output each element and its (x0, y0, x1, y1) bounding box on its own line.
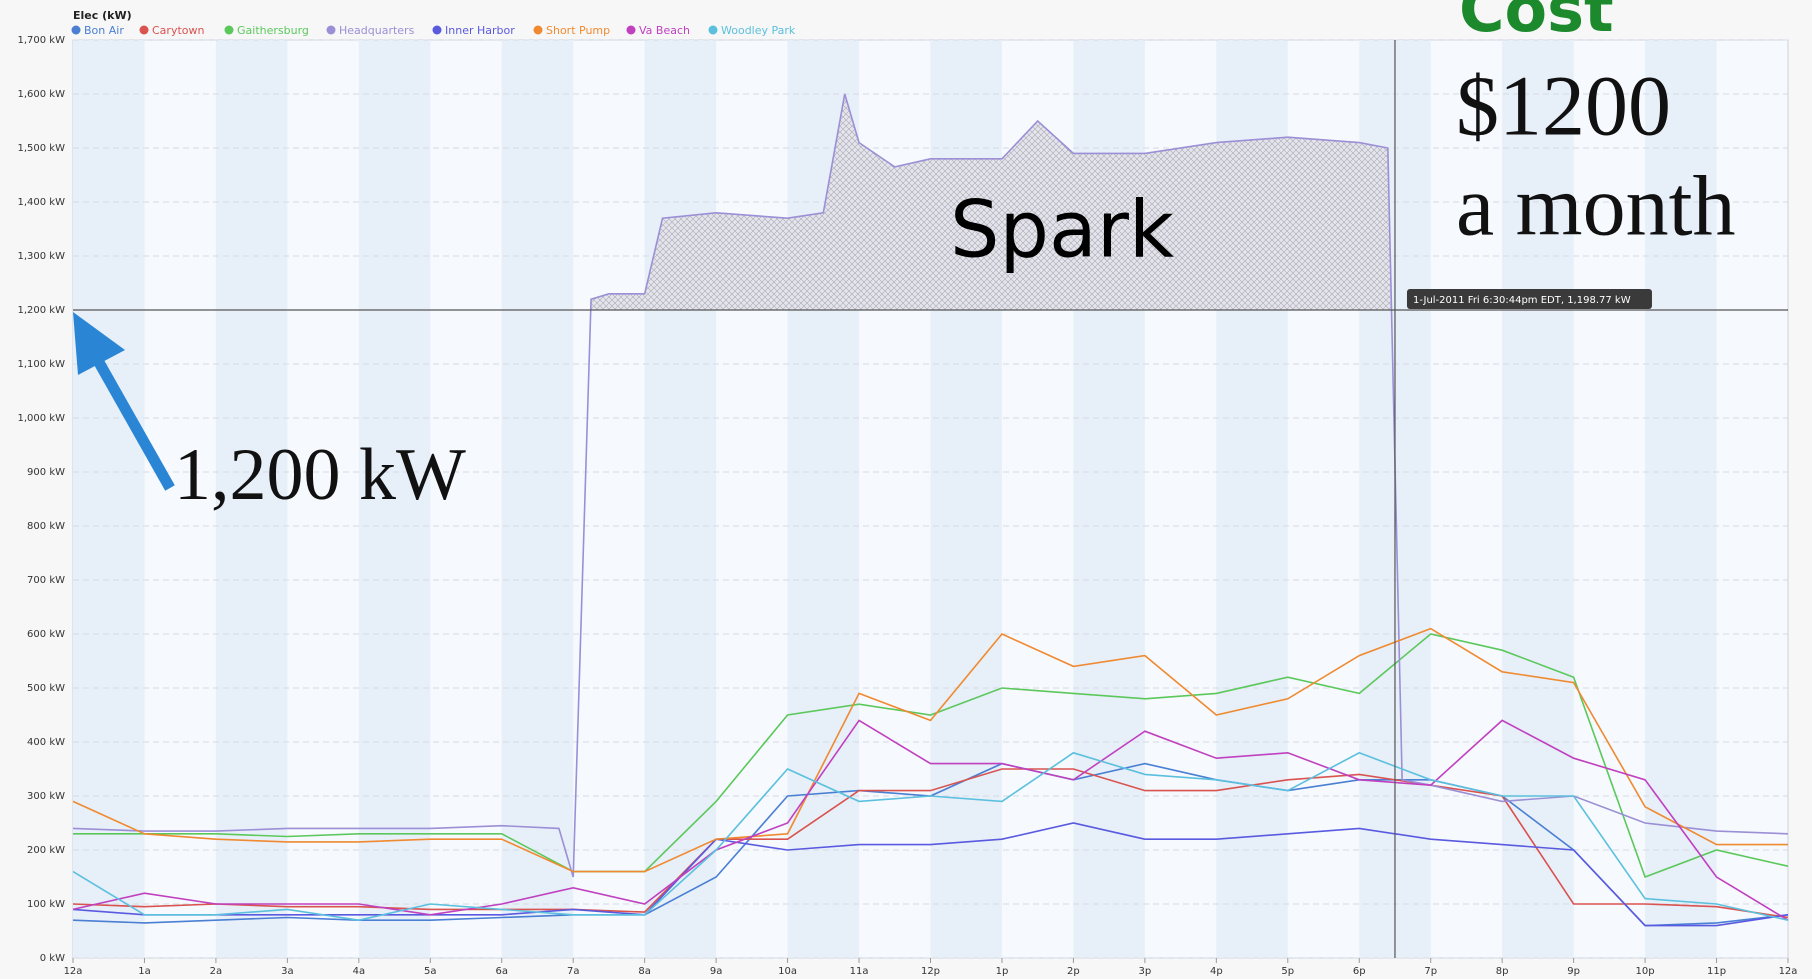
legend-label: Inner Harbor (445, 24, 515, 37)
y-tick-label: 300 kW (27, 791, 65, 802)
x-tick-label: 10p (1636, 966, 1655, 977)
legend-label: Headquarters (339, 24, 415, 37)
y-tick-label: 1,500 kW (18, 143, 66, 154)
peak-label: 1,200 kW (174, 434, 466, 516)
x-tick-label: 1a (138, 966, 151, 977)
time-band (73, 40, 145, 958)
x-tick-label: 2a (210, 966, 223, 977)
cost-label: Cost (1459, 0, 1614, 46)
period-label: a month (1456, 158, 1735, 254)
y-tick-label: 500 kW (27, 683, 65, 694)
x-tick-label: 9a (710, 966, 723, 977)
y-tick-label: 1,600 kW (18, 89, 66, 100)
x-tick-label: 4p (1210, 966, 1223, 977)
time-band (1645, 40, 1717, 958)
amount-label: $1200 (1456, 58, 1671, 154)
legend-label: Bon Air (84, 24, 124, 37)
arrow-head (73, 312, 125, 375)
series-line (73, 633, 1789, 879)
series-line (72, 822, 1789, 927)
tooltip-bg (1406, 289, 1652, 309)
x-tick-label: 5p (1281, 966, 1294, 977)
x-tick-label: 4a (353, 966, 366, 977)
y-tick-label: 0 kW (40, 953, 65, 964)
y-tick-label: 1,400 kW (18, 197, 66, 208)
legend-marker (626, 25, 636, 35)
x-tick-label: 2p (1067, 966, 1080, 977)
x-tick-label: 6a (496, 966, 509, 977)
x-tick-label: 11a (850, 966, 869, 977)
x-tick-label: 10a (778, 966, 797, 977)
series-line (72, 627, 1788, 873)
y-tick-label: 1,000 kW (18, 413, 66, 424)
x-tick-label: 7p (1424, 966, 1437, 977)
legend-title: Elec (kW) (73, 9, 132, 22)
series-line (72, 93, 1789, 878)
legend-marker (432, 25, 442, 35)
y-tick-label: 1,200 kW (18, 305, 66, 316)
x-tick-label: 12a (64, 966, 83, 977)
x-tick-label: 12p (921, 966, 940, 977)
series-line (72, 751, 1789, 922)
y-tick-label: 1,100 kW (18, 359, 66, 370)
legend-marker (224, 25, 234, 35)
legend-label: Carytown (152, 24, 204, 37)
legend-label: Woodley Park (721, 24, 796, 37)
legend-label: Short Pump (546, 24, 610, 37)
spark-label: Spark (950, 185, 1174, 275)
y-tick-label: 400 kW (27, 737, 65, 748)
x-tick-label: 6p (1353, 966, 1366, 977)
y-tick-label: 700 kW (27, 575, 65, 586)
x-tick-label: 7a (567, 966, 580, 977)
y-tick-label: 1,700 kW (18, 35, 66, 46)
x-tick-label: 3a (281, 966, 294, 977)
series-line (72, 719, 1789, 921)
legend-marker (326, 25, 336, 35)
legend-marker (71, 25, 81, 35)
x-tick-label: 8p (1496, 966, 1509, 977)
time-band (644, 40, 717, 958)
x-tick-label: 5a (424, 966, 437, 977)
x-tick-label: 1p (996, 966, 1009, 977)
tooltip: 1-Jul-2011 Fri 6:30:44pm EDT, 1,198.77 k… (1413, 295, 1631, 306)
time-band (358, 40, 431, 958)
x-tick-label: 11p (1707, 966, 1726, 977)
x-tick-label: 12a (1779, 966, 1798, 977)
y-tick-label: 900 kW (27, 467, 65, 478)
area (73, 94, 1788, 310)
arrow-shaft (87, 347, 175, 491)
legend-marker (533, 25, 543, 35)
y-tick-label: 800 kW (27, 521, 65, 532)
legend-label: Va Beach (639, 24, 690, 37)
time-band (215, 40, 288, 958)
y-tick-label: 600 kW (27, 629, 65, 640)
legend-marker (708, 25, 718, 35)
x-tick-label: 3p (1139, 966, 1152, 977)
y-tick-label: 100 kW (27, 899, 65, 910)
y-tick-label: 200 kW (27, 845, 65, 856)
legend-label: Gaithersburg (237, 24, 309, 37)
x-tick-label: 8a (638, 966, 651, 977)
legend-marker (139, 25, 149, 35)
time-band (501, 40, 574, 958)
x-tick-label: 9p (1567, 966, 1580, 977)
y-tick-label: 1,300 kW (18, 251, 66, 262)
